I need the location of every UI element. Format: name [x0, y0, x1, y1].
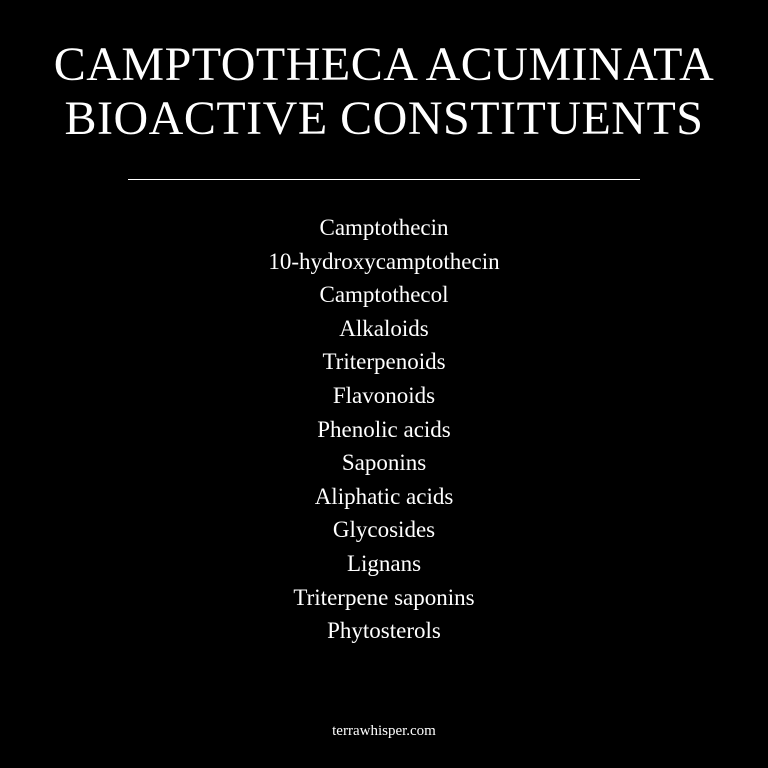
list-item: Phenolic acids: [317, 416, 451, 442]
list-item: Camptothecol: [319, 282, 449, 308]
title-line-1: CAMPTOTHECA ACUMINATA: [53, 38, 715, 91]
footer-website: terrawhisper.com: [332, 723, 436, 739]
list-item: Camptothecin: [319, 215, 449, 240]
title-line-2: BIOACTIVE CONSTITUENTS: [64, 92, 704, 145]
list-item: Lignans: [346, 550, 422, 576]
list-item: Flavonoids: [332, 382, 436, 408]
constituents-list: Camptothecin 10-hydroxycamptothecin Camp…: [0, 211, 768, 648]
list-item: 10-hydroxycamptothecin: [268, 248, 500, 274]
title-divider: [128, 179, 640, 180]
list-item: Glycosides: [332, 517, 436, 543]
list-item: Aliphatic acids: [314, 483, 454, 509]
list-item: Alkaloids: [339, 315, 429, 341]
page-title: CAMPTOTHECA ACUMINATA BIOACTIVE CONSTITU…: [0, 38, 768, 146]
list-item: Triterpenoids: [322, 349, 446, 375]
list-item: Triterpene saponins: [293, 584, 475, 610]
list-item: Saponins: [341, 450, 427, 476]
list-item: Phytosterols: [327, 618, 441, 644]
